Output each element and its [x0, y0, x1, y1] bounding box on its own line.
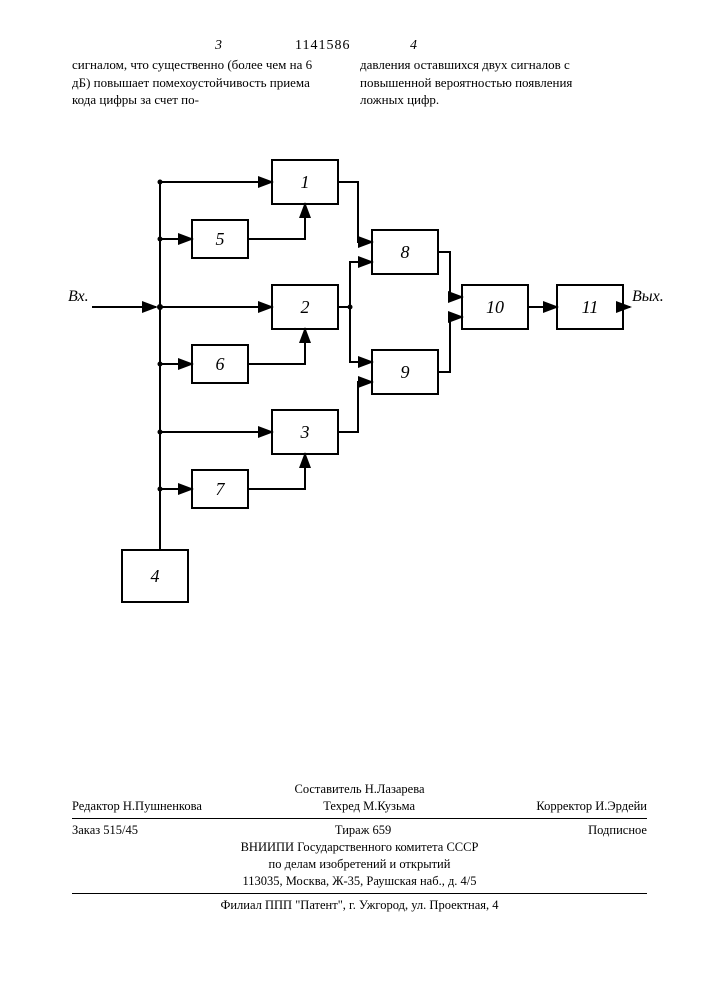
footer-tirage: Тираж 659: [335, 823, 391, 838]
output-label: Вых.: [632, 288, 664, 306]
footer-editor: Редактор Н.Пушненкова: [72, 799, 202, 814]
svg-text:10: 10: [486, 297, 504, 317]
footer-address: 113035, Москва, Ж-35, Раушская наб., д. …: [72, 874, 647, 889]
svg-text:9: 9: [401, 362, 410, 382]
left-column-text: сигналом, что существенно (более чем на …: [72, 56, 320, 109]
svg-text:11: 11: [582, 297, 599, 317]
svg-text:5: 5: [216, 229, 225, 249]
svg-text:1: 1: [301, 172, 310, 192]
svg-text:4: 4: [151, 566, 160, 586]
footer-subscription: Подписное: [588, 823, 647, 838]
document-number: 1141586: [295, 38, 350, 54]
svg-text:3: 3: [300, 422, 310, 442]
svg-text:7: 7: [216, 479, 226, 499]
right-column-text: давления оставшихся двух сигналов с повы…: [360, 56, 608, 109]
page-number-left: 3: [215, 38, 222, 54]
footer-org1: ВНИИПИ Государственного комитета СССР: [72, 840, 647, 855]
footer-compiler: Составитель Н.Лазарева: [72, 782, 647, 797]
svg-text:6: 6: [216, 354, 225, 374]
footer-block: Составитель Н.Лазарева Редактор Н.Пушнен…: [72, 780, 647, 915]
footer-org2: по делам изобретений и открытий: [72, 857, 647, 872]
footer-techred: Техред М.Кузьма: [323, 799, 415, 814]
footer-order: Заказ 515/45: [72, 823, 138, 838]
svg-text:8: 8: [401, 242, 410, 262]
footer-corrector: Корректор И.Эрдейи: [536, 799, 647, 814]
footer-branch: Филиал ППП "Патент", г. Ужгород, ул. Про…: [72, 898, 647, 913]
page-number-right: 4: [410, 38, 417, 54]
block-diagram: Вх. Вых. 1235678910114: [72, 150, 632, 650]
svg-text:2: 2: [301, 297, 310, 317]
